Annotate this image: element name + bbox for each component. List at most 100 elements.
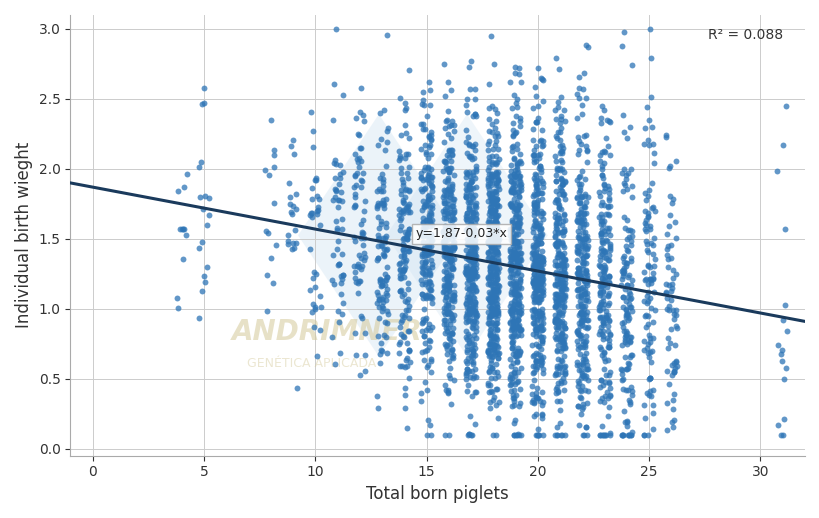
Point [396,248,410,256]
Point [305,308,319,316]
Point [527,151,540,160]
Point [418,272,431,280]
Point [617,407,630,415]
Point [402,65,415,74]
Point [348,193,361,201]
Point [349,180,362,189]
Point [594,344,607,353]
Point [503,244,516,253]
Point [527,205,541,213]
Point [443,248,456,256]
Point [619,262,632,270]
Point [527,243,540,251]
Point [305,183,318,192]
Point [414,145,428,153]
Point [504,186,517,194]
Point [459,365,473,373]
Point [662,380,675,388]
Point [491,128,504,137]
Point [419,294,432,302]
Point [549,132,562,140]
Point [488,159,501,167]
Point [464,178,477,186]
Point [352,131,365,139]
Point [596,297,609,306]
Point [556,255,569,264]
Point [461,239,474,247]
Point [579,332,592,340]
Point [621,169,634,177]
Point [485,102,498,110]
Point [577,305,590,313]
Point [528,170,541,179]
Point [661,334,674,342]
Point [354,312,367,320]
Point [592,313,605,322]
Point [552,364,565,372]
Point [417,332,430,340]
Point [438,225,451,233]
Point [334,189,347,197]
Point [380,31,393,39]
Point [424,216,437,224]
Point [514,122,527,130]
Point [643,338,656,346]
Point [595,430,608,439]
Point [376,298,389,307]
Point [333,196,346,204]
Point [531,239,544,248]
Point [416,223,429,232]
Point [482,253,495,261]
Point [526,352,539,361]
Point [446,296,459,305]
Point [440,282,453,291]
Point [553,406,566,414]
Point [485,200,498,209]
Point [535,336,548,344]
Point [533,252,546,260]
Point [490,247,503,255]
Point [441,165,454,173]
Point [490,194,503,203]
Point [445,224,458,233]
Point [425,183,438,192]
Point [558,342,571,351]
Point [550,263,563,271]
Point [558,324,571,332]
Point [509,349,522,357]
Point [423,78,436,86]
Point [401,327,414,335]
Point [558,293,571,301]
Point [421,197,434,205]
Point [489,137,502,145]
Point [570,246,583,254]
Point [396,246,409,254]
Point [779,102,792,110]
Point [486,208,499,216]
Point [331,196,344,204]
Point [464,345,477,353]
Point [486,430,499,439]
Point [548,317,561,325]
Point [571,377,584,385]
Point [595,217,608,225]
Point [415,186,428,195]
Point [438,385,451,394]
Point [556,322,569,330]
Point [400,244,414,252]
Point [599,134,612,142]
Point [625,227,638,236]
Point [555,157,568,166]
Point [595,394,609,402]
Point [419,258,432,266]
Point [596,187,609,195]
Point [463,261,476,269]
Point [461,285,474,293]
Point [488,124,501,132]
Point [486,190,499,198]
Point [421,283,434,292]
Point [572,247,585,255]
Point [464,193,477,202]
Point [512,263,525,271]
Point [550,261,563,269]
